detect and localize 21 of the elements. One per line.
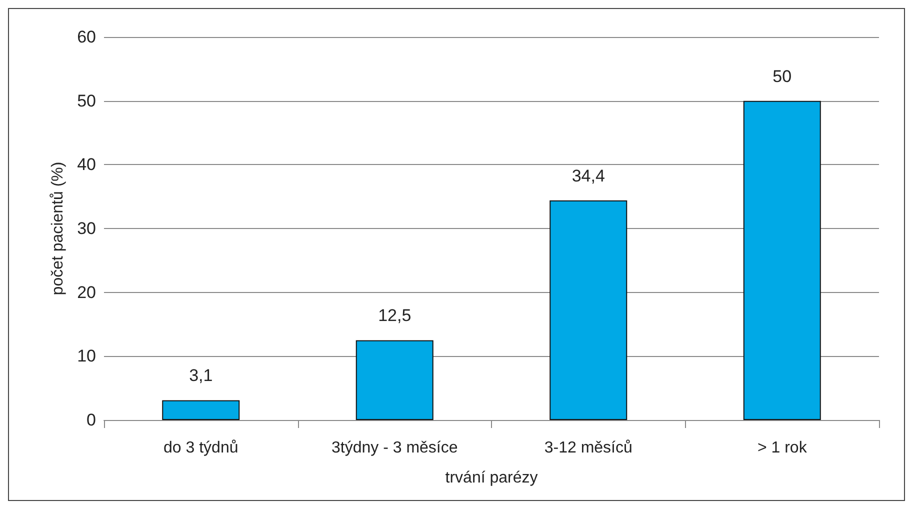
bar bbox=[162, 400, 240, 420]
bar bbox=[356, 340, 434, 420]
y-tick-label: 30 bbox=[77, 219, 96, 238]
x-tick-label: do 3 týdnů bbox=[164, 440, 238, 456]
bar bbox=[550, 200, 628, 420]
y-tick-label: 60 bbox=[77, 28, 96, 46]
bar bbox=[743, 100, 821, 420]
x-axis-title: trvání parézy bbox=[445, 470, 538, 486]
x-tick-label: 3týdny - 3 měsíce bbox=[331, 440, 458, 456]
x-tick-label: 3-12 měsíců bbox=[544, 440, 632, 456]
data-label: 12,5 bbox=[378, 306, 412, 326]
x-tick-label: > 1 rok bbox=[757, 440, 808, 456]
y-axis-title: počet pacientů (%) bbox=[50, 162, 66, 296]
data-label: 3,1 bbox=[189, 366, 213, 386]
y-tick-label: 10 bbox=[77, 346, 96, 366]
y-tick-label: 50 bbox=[77, 91, 96, 110]
data-label: 34,4 bbox=[572, 166, 605, 186]
y-tick-label: 0 bbox=[86, 410, 96, 430]
y-tick-label: 20 bbox=[77, 282, 96, 302]
y-tick-label: 40 bbox=[77, 155, 96, 174]
data-label: 50 bbox=[772, 66, 792, 86]
